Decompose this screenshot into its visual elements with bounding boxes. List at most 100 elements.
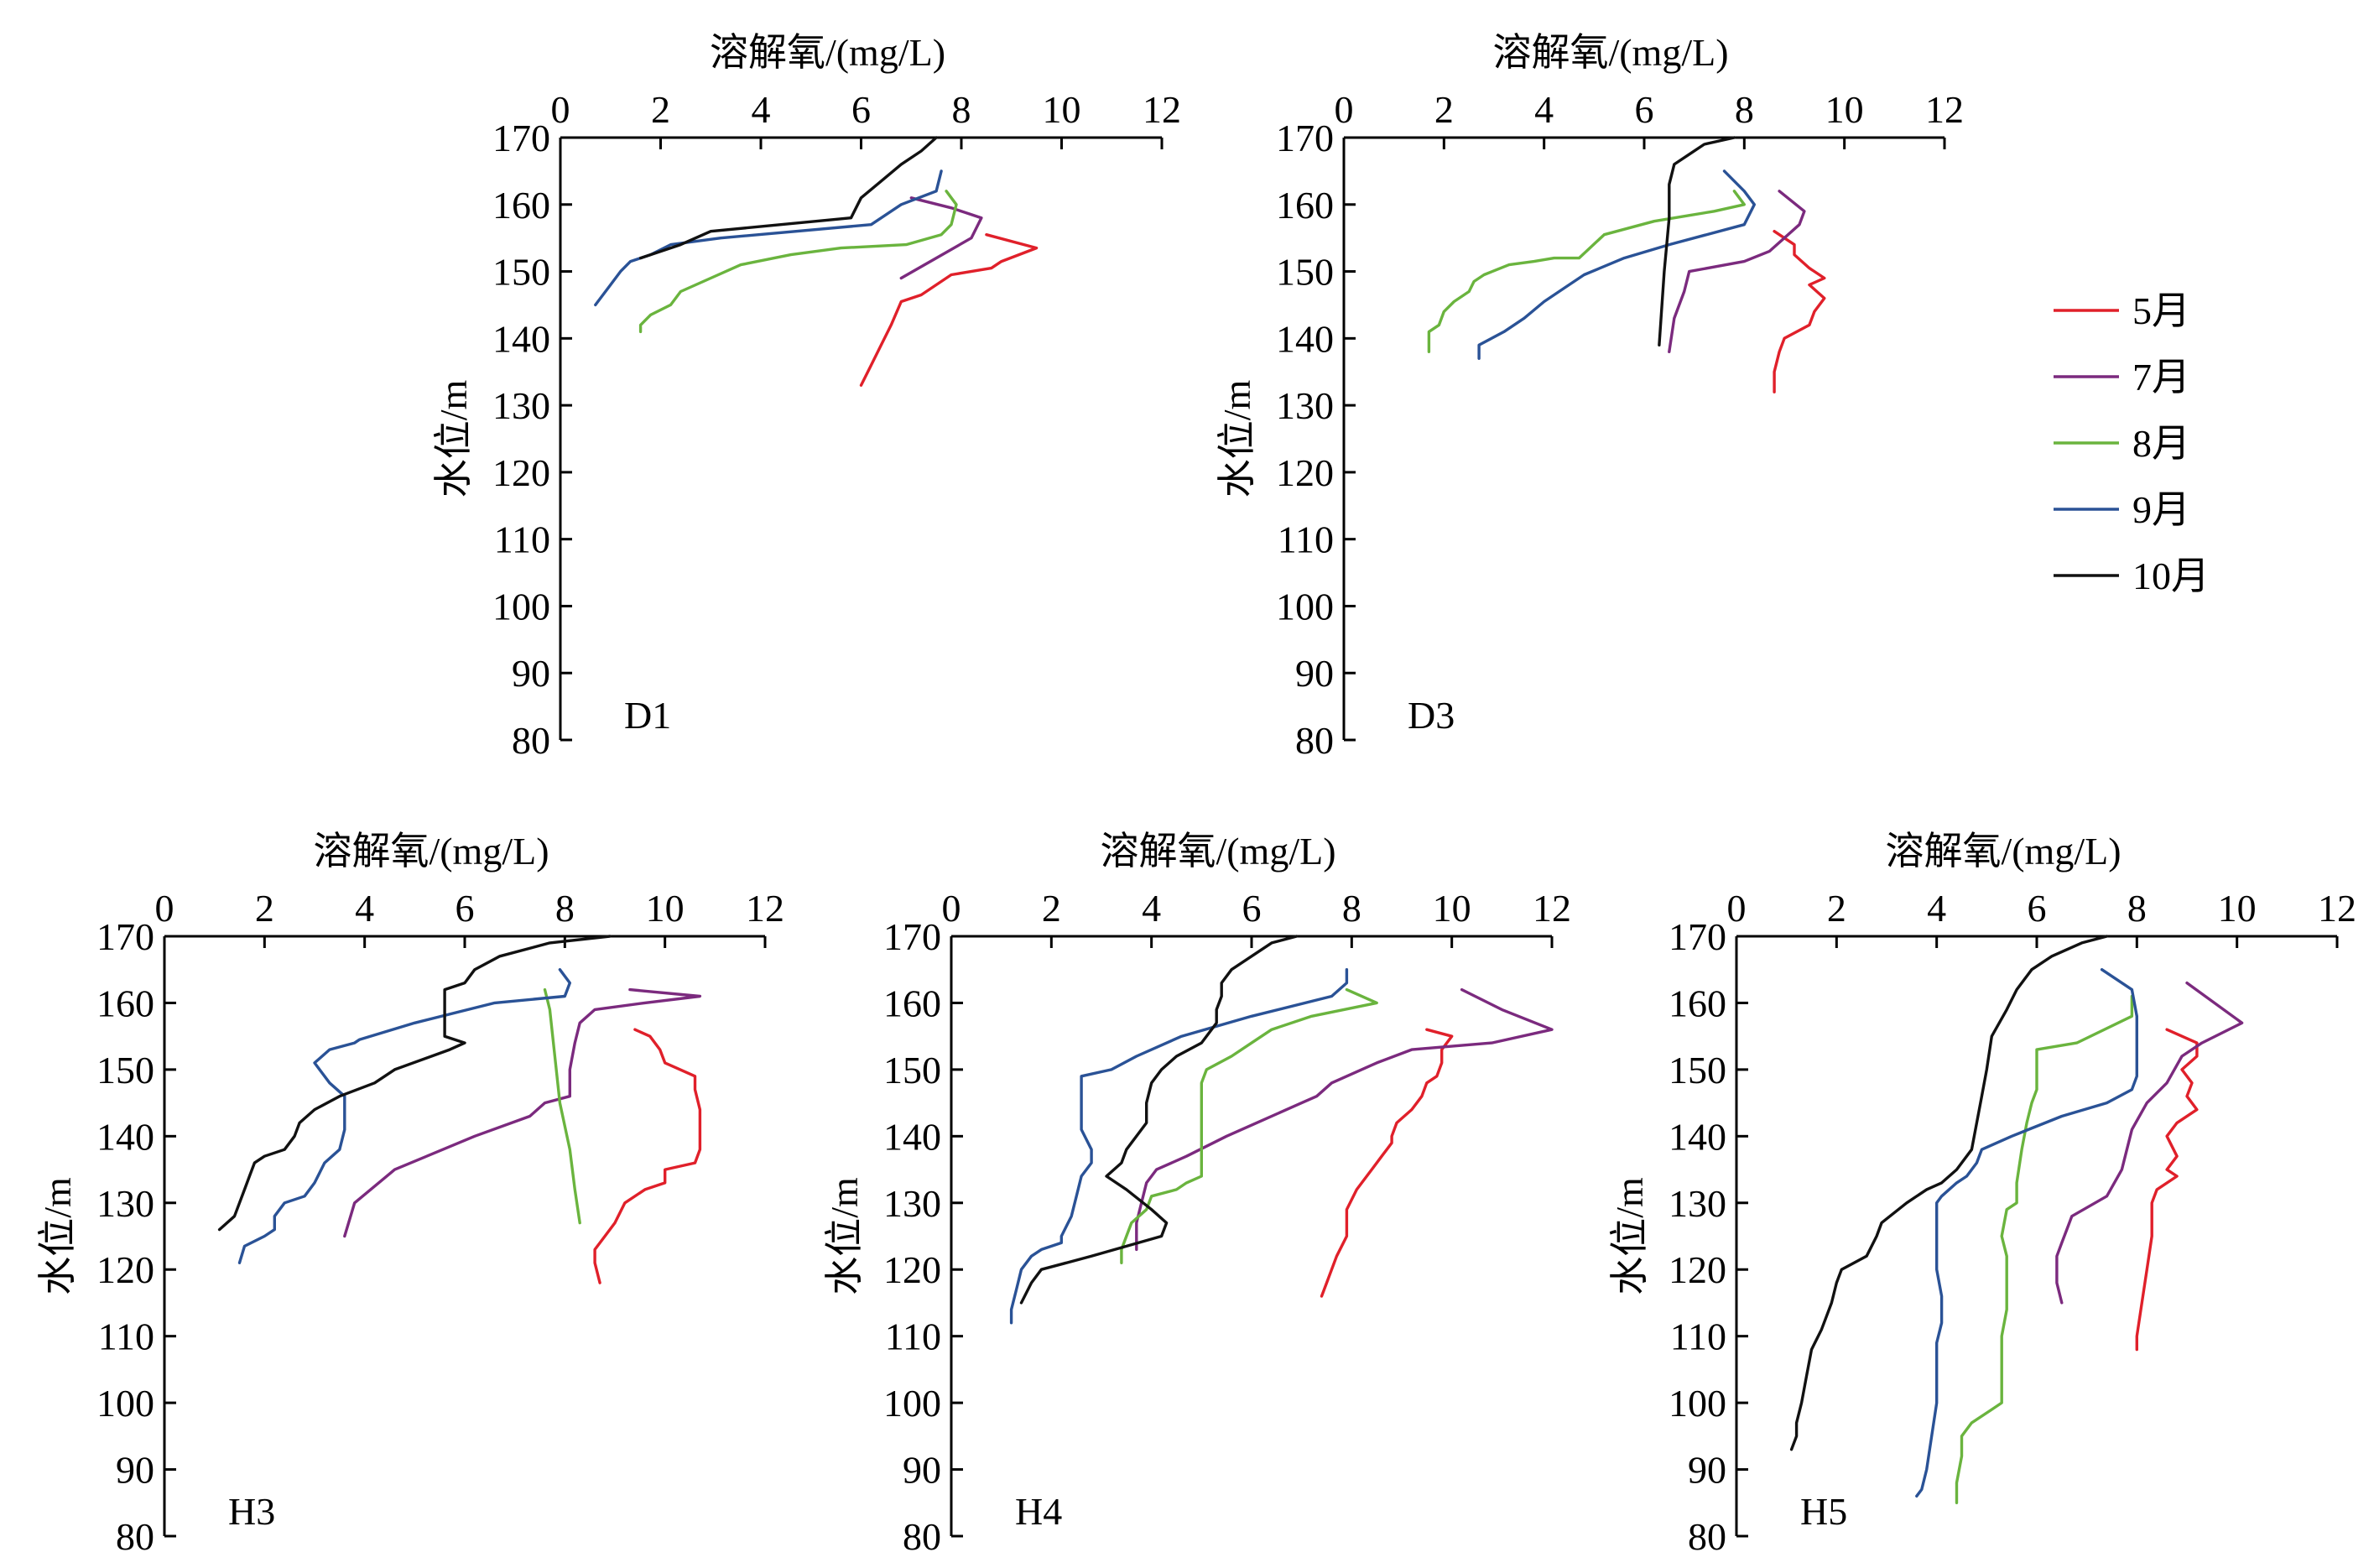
series-line-d1-3 (594, 169, 943, 307)
x-tick-label: 0 (942, 887, 961, 930)
panel-label: D1 (624, 694, 671, 737)
series-line-d3-1 (1668, 190, 1806, 353)
x-tick-label: 2 (1827, 887, 1846, 930)
legend-label: 7月 (2132, 356, 2190, 399)
y-tick-label: 90 (512, 652, 550, 695)
x-tick-label: 8 (1735, 88, 1754, 131)
y-tick-label: 130 (883, 1182, 941, 1225)
series-line-h3-4 (217, 935, 612, 1232)
y-tick-label: 100 (883, 1382, 941, 1425)
y-tick-label: 130 (1276, 384, 1334, 427)
series-line-d3-3 (1477, 169, 1756, 360)
y-tick-label: 170 (492, 117, 550, 159)
x-tick-label: 12 (746, 887, 784, 930)
x-tick-label: 12 (1533, 887, 1571, 930)
y-tick-label: 140 (1276, 317, 1334, 360)
legend: 5月 7月 8月 9月 10月 (2054, 289, 2210, 597)
x-tick-label: 4 (752, 88, 771, 131)
y-tick-label: 160 (96, 982, 154, 1024)
y-tick-label: 130 (96, 1182, 154, 1225)
x-tick-label: 6 (1242, 887, 1262, 930)
series-line-h3-2 (543, 987, 581, 1225)
x-tick-label: 0 (1335, 88, 1354, 131)
y-tick-label: 90 (903, 1449, 941, 1492)
x-axis-title: 溶解氧/(mg/L) (1492, 31, 1728, 74)
y-axis-title: 水位/m (1608, 1177, 1651, 1295)
y-tick-label: 100 (492, 585, 550, 628)
x-tick-label: 6 (851, 88, 871, 131)
y-tick-label: 120 (96, 1248, 154, 1291)
y-tick-label: 160 (1276, 184, 1334, 227)
y-tick-label: 140 (492, 317, 550, 360)
chart-panel-h4: 0 2 4 6 8 10 12 170 160 150 140 130 120 110 100 90 80 溶解氧… (823, 830, 1571, 1558)
x-tick-label: 10 (1043, 88, 1081, 131)
y-tick-label: 100 (1669, 1382, 1726, 1425)
y-axis-title: 水位/m (36, 1177, 79, 1295)
series-line-h5-4 (1789, 935, 2109, 1451)
x-tick-label: 10 (2218, 887, 2257, 930)
y-tick-label: 140 (96, 1115, 154, 1158)
y-tick-label: 160 (883, 982, 941, 1024)
x-axis-title: 溶解氧/(mg/L) (710, 31, 945, 74)
y-tick-label: 160 (492, 184, 550, 227)
series-line-h3-0 (593, 1028, 702, 1284)
series-line-h5-1 (2055, 981, 2244, 1305)
y-tick-label: 110 (98, 1315, 154, 1358)
series-line-h4-2 (1120, 987, 1378, 1264)
legend-item: 10月 (2054, 555, 2210, 597)
chart-panel-d1: 0 2 4 6 8 10 12 170 160 150 140 130 120 110 100 90 80 溶解氧… (432, 31, 1181, 762)
x-axis-title: 溶解氧/(mg/L) (1885, 830, 2121, 873)
legend-label: 8月 (2132, 422, 2190, 465)
y-tick-label: 80 (1688, 1515, 1726, 1558)
x-tick-label: 0 (1727, 887, 1747, 930)
legend-item: 9月 (2054, 488, 2190, 531)
y-tick-label: 90 (1295, 652, 1334, 695)
legend-label: 10月 (2132, 555, 2210, 597)
series-line-d1-0 (859, 233, 1039, 387)
y-tick-label: 150 (883, 1049, 941, 1091)
y-tick-label: 120 (1669, 1248, 1726, 1291)
chart-panel-h5: 0 2 4 6 8 10 12 170 160 150 140 130 120 110 100 90 80 溶解氧… (1608, 830, 2356, 1558)
y-tick-label: 120 (1276, 451, 1334, 494)
chart-panels: 0 2 4 6 8 10 121701601501401301201101009080溶解氧… (36, 31, 2356, 1558)
series-line-h3-3 (237, 968, 571, 1264)
y-tick-label: 110 (494, 518, 550, 561)
legend-item: 5月 (2054, 289, 2190, 332)
y-tick-label: 110 (885, 1315, 941, 1358)
x-tick-label: 6 (2028, 887, 2047, 930)
series-line-h4-4 (1019, 935, 1299, 1305)
x-tick-label: 6 (456, 887, 475, 930)
x-tick-label: 2 (651, 88, 670, 131)
x-tick-label: 10 (1433, 887, 1471, 930)
series-line-d3-2 (1427, 190, 1746, 353)
y-tick-label: 120 (492, 451, 550, 494)
x-tick-label: 0 (551, 88, 570, 131)
y-tick-label: 130 (492, 384, 550, 427)
x-tick-label: 4 (1927, 887, 1946, 930)
x-tick-label: 12 (1143, 88, 1181, 131)
x-tick-label: 2 (255, 887, 274, 930)
legend-item: 7月 (2054, 356, 2190, 399)
y-tick-label: 150 (492, 251, 550, 294)
y-tick-label: 140 (883, 1115, 941, 1158)
y-tick-label: 110 (1670, 1315, 1726, 1358)
y-tick-label: 120 (883, 1248, 941, 1291)
x-tick-label: 2 (1042, 887, 1061, 930)
y-tick-label: 90 (116, 1449, 154, 1492)
legend-item: 8月 (2054, 422, 2190, 465)
x-tick-label: 10 (1825, 88, 1864, 131)
x-tick-label: 4 (1534, 88, 1554, 131)
x-tick-label: 12 (2318, 887, 2356, 930)
series-line-h3-1 (343, 987, 702, 1238)
x-tick-label: 2 (1434, 88, 1454, 131)
series-line-d1-2 (638, 190, 958, 334)
x-tick-label: 8 (2127, 887, 2147, 930)
y-tick-label: 80 (1295, 719, 1334, 762)
y-tick-label: 100 (1276, 585, 1334, 628)
y-tick-label: 80 (512, 719, 550, 762)
series-line-d3-4 (1658, 136, 1736, 346)
x-tick-label: 8 (1342, 887, 1361, 930)
x-tick-label: 12 (1925, 88, 1964, 131)
y-tick-label: 90 (1688, 1449, 1726, 1492)
